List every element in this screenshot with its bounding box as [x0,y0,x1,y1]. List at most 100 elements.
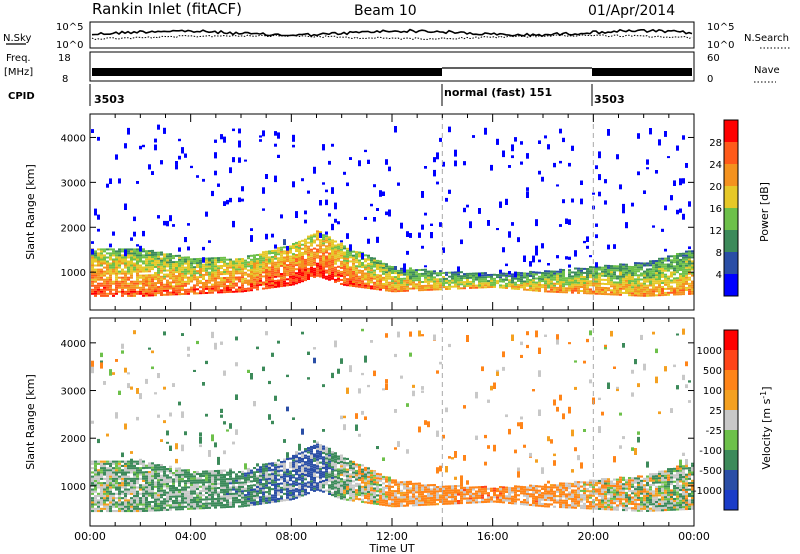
velocity-cell [322,479,325,482]
power-cell [367,281,370,283]
velocity-cell [139,473,142,476]
velocity-cell [169,491,172,494]
velocity-cell [355,413,358,419]
power-cell [148,292,151,295]
power-cell [310,266,313,269]
power-cell [94,278,97,281]
power-cell [646,274,649,277]
velocity-cell [304,491,307,494]
power-cell [277,132,280,139]
velocity-cell [145,501,148,504]
power-cell [295,262,298,265]
velocity-cell [190,486,193,489]
power-cell [109,284,112,287]
velocity-cell [124,460,127,463]
power-cell [193,270,196,273]
velocity-cell [205,474,208,477]
power-cell [355,259,358,262]
velocity-cell [322,460,325,463]
power-cell [622,291,625,294]
power-cell [679,273,682,276]
power-cell [688,276,691,279]
power-cell [628,267,631,270]
velocity-cell [124,471,127,474]
power-cell [295,272,298,275]
velocity-cell [319,450,322,453]
velocity-cell [247,489,250,492]
power-cell [292,261,295,264]
velocity-cell [127,383,130,389]
velocity-cell [154,472,157,475]
power-cell [646,294,649,297]
power-cell [127,272,130,275]
power-cell [103,278,106,281]
power-cell [253,276,256,279]
velocity-cell [277,500,280,503]
power-cell [277,271,280,274]
power-cell [508,275,511,278]
power-cell [502,247,505,253]
power-cell [577,279,580,282]
velocity-cell [145,488,148,491]
power-cell [502,280,505,283]
velocity-cell [109,501,112,504]
velocity-cell [355,472,358,475]
velocity-cell [301,453,304,456]
power-cell [691,252,694,255]
power-cell [310,238,313,241]
velocity-cell [199,505,202,508]
power-cell [562,199,565,204]
power-cell [370,273,373,276]
power-cell [229,258,232,261]
power-cell [430,223,433,226]
velocity-cell [136,477,139,480]
velocity-cell [205,472,208,475]
velocity-cell [313,444,316,447]
power-cell [397,278,400,280]
power-cell [148,254,151,257]
power-cell [91,256,94,259]
power-cell [130,260,133,263]
velocity-cell [262,482,265,485]
power-cell [229,264,232,267]
power-cell [250,258,253,261]
power-cell [655,262,658,264]
velocity-cell [316,471,319,474]
velocity-cell [178,488,181,491]
power-cell [169,275,172,278]
power-cell [301,178,304,182]
velocity-cell [346,498,349,501]
power-cell [382,285,385,287]
power-cell [118,276,121,279]
velocity-cell [118,510,121,513]
velocity-cell [178,469,181,472]
velocity-cell [229,501,232,504]
velocity-cell [109,462,112,465]
power-cell [343,281,346,284]
power-cell [295,248,298,250]
power-cell [214,267,217,270]
power-cell [385,281,388,284]
power-cell [409,273,412,276]
power-cell [313,271,316,274]
velocity-cell [301,331,304,335]
power-cell [298,244,301,247]
velocity-cell [349,492,352,495]
cpid-segment-3: 3503 [594,93,625,106]
power-cell [238,266,241,269]
power-cell [343,263,346,266]
power-cell [682,289,685,292]
power-cell [586,284,589,287]
velocity-cell [235,490,238,493]
velocity-cell [322,429,325,432]
velocity-cell [157,507,160,510]
velocity-cell [142,486,145,489]
velocity-cell [229,482,232,485]
power-cell [319,245,322,248]
power-cell [223,279,226,281]
velocity-cell [211,478,214,481]
power-cell [676,291,679,294]
power-cell [622,208,625,214]
power-cell [613,265,616,268]
power-cell [349,244,352,251]
